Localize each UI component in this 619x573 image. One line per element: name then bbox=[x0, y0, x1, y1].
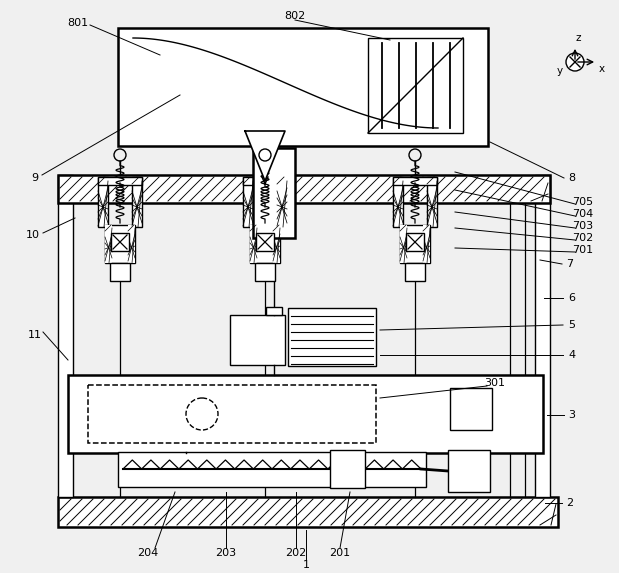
Bar bbox=[423, 225, 430, 263]
Text: 4: 4 bbox=[568, 350, 576, 360]
Bar bbox=[118, 452, 426, 487]
Text: 705: 705 bbox=[573, 197, 594, 207]
Bar bbox=[406, 233, 424, 251]
Text: x: x bbox=[599, 64, 605, 74]
Bar bbox=[427, 177, 437, 227]
Bar bbox=[450, 388, 492, 430]
Bar bbox=[128, 225, 135, 263]
Text: 702: 702 bbox=[573, 233, 594, 243]
Text: 5: 5 bbox=[568, 320, 576, 330]
Bar bbox=[393, 177, 437, 185]
Bar bbox=[98, 177, 108, 227]
Text: 301: 301 bbox=[485, 378, 506, 388]
Bar bbox=[230, 315, 285, 365]
Bar bbox=[243, 177, 253, 227]
Text: 2: 2 bbox=[566, 498, 574, 508]
Text: 203: 203 bbox=[215, 548, 236, 558]
Polygon shape bbox=[245, 131, 285, 181]
Circle shape bbox=[566, 53, 584, 71]
Bar bbox=[266, 307, 282, 315]
Text: 3: 3 bbox=[568, 410, 576, 420]
Bar bbox=[243, 177, 287, 185]
Text: 7: 7 bbox=[566, 259, 574, 269]
Text: z: z bbox=[576, 33, 581, 43]
Bar bbox=[105, 225, 112, 263]
Bar bbox=[110, 263, 130, 281]
Bar bbox=[250, 225, 257, 263]
Text: 202: 202 bbox=[285, 548, 306, 558]
Bar bbox=[288, 308, 376, 366]
Text: 801: 801 bbox=[67, 18, 89, 28]
Bar bbox=[368, 38, 463, 133]
Bar bbox=[111, 233, 129, 251]
Bar bbox=[273, 225, 280, 263]
Text: 704: 704 bbox=[573, 209, 594, 219]
Bar bbox=[88, 385, 376, 443]
Bar bbox=[256, 233, 274, 251]
Text: 201: 201 bbox=[329, 548, 350, 558]
Bar bbox=[68, 375, 543, 453]
Bar bbox=[405, 263, 425, 281]
Text: 1: 1 bbox=[303, 560, 310, 570]
Bar bbox=[448, 450, 490, 492]
Bar bbox=[58, 175, 550, 203]
Text: 9: 9 bbox=[32, 173, 38, 183]
Bar bbox=[98, 177, 142, 185]
Text: 204: 204 bbox=[137, 548, 158, 558]
Text: 11: 11 bbox=[28, 330, 42, 340]
Text: 10: 10 bbox=[26, 230, 40, 240]
Bar bbox=[132, 177, 142, 227]
Bar bbox=[105, 225, 135, 263]
Bar bbox=[400, 225, 430, 263]
Bar bbox=[277, 177, 287, 227]
Text: 703: 703 bbox=[573, 221, 594, 231]
Bar bbox=[58, 497, 558, 527]
Bar bbox=[255, 263, 275, 281]
Bar bbox=[400, 225, 407, 263]
Bar bbox=[330, 450, 365, 488]
Bar bbox=[250, 225, 280, 263]
Bar bbox=[535, 175, 550, 497]
Bar bbox=[58, 175, 73, 497]
Text: 6: 6 bbox=[568, 293, 576, 303]
Text: y: y bbox=[557, 66, 563, 76]
Text: 802: 802 bbox=[284, 11, 306, 21]
Bar bbox=[393, 177, 403, 227]
Bar bbox=[118, 28, 488, 146]
Text: 8: 8 bbox=[568, 173, 576, 183]
Bar bbox=[253, 148, 295, 238]
Text: 701: 701 bbox=[573, 245, 594, 255]
